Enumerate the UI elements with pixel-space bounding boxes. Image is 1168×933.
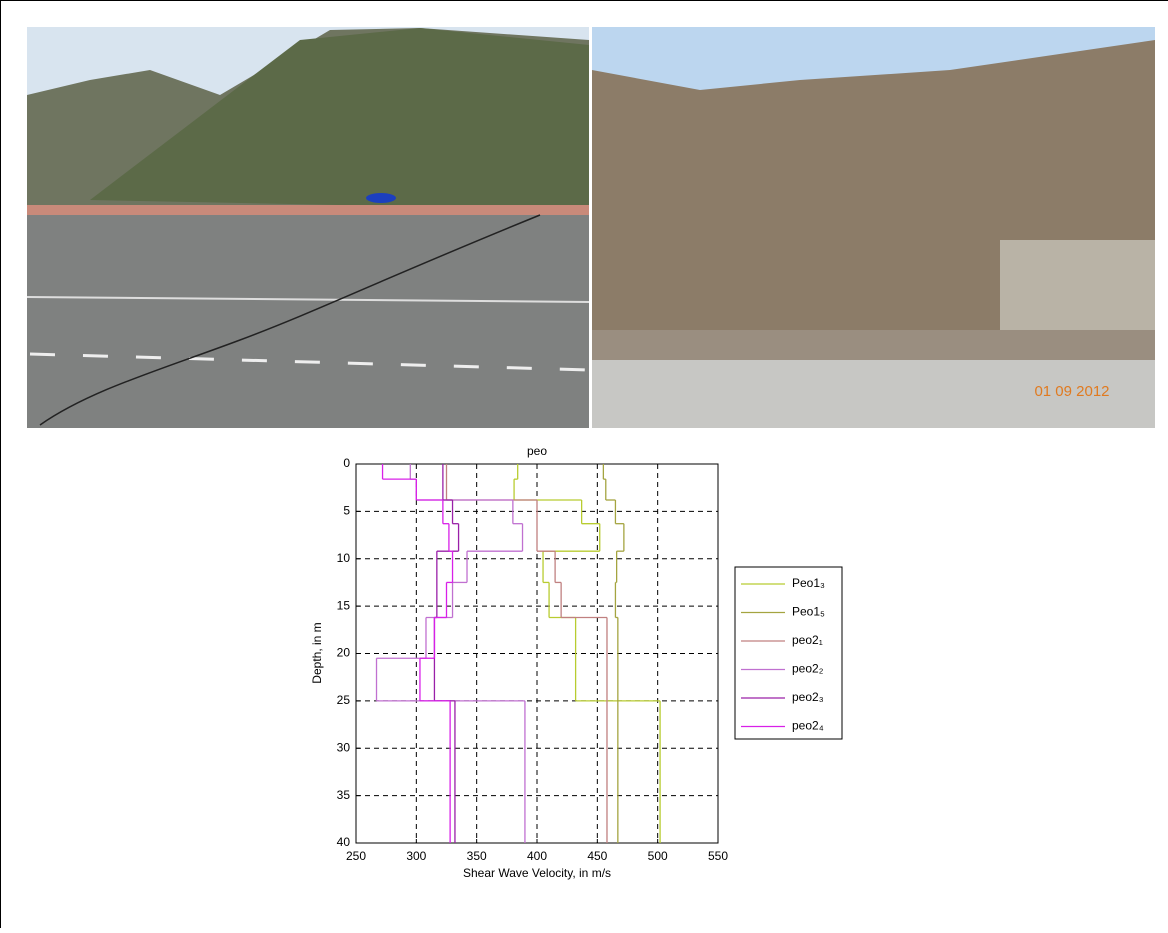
y-tick-label: 30 — [337, 740, 351, 754]
photo-survey — [27, 27, 589, 428]
y-tick-label: 10 — [337, 551, 351, 565]
x-tick-label: 250 — [346, 849, 366, 863]
y-tick-label: 5 — [343, 504, 350, 518]
legend-label: Peo1₅ — [792, 605, 825, 619]
x-tick-label: 550 — [708, 849, 728, 863]
y-tick-label: 25 — [337, 693, 351, 707]
x-tick-label: 300 — [406, 849, 426, 863]
legend-label: peo2₃ — [792, 690, 824, 704]
photo-slope: 01 09 2012 — [592, 27, 1155, 428]
y-axis-label: Depth, in m — [310, 622, 324, 683]
x-axis-label: Shear Wave Velocity, in m/s — [463, 866, 611, 880]
legend-label: peo2₁ — [792, 633, 823, 647]
legend-label: Peo1₃ — [792, 576, 825, 590]
chart-title: peo — [527, 444, 547, 458]
x-tick-label: 350 — [467, 849, 487, 863]
date-stamp: 01 09 2012 — [1034, 383, 1109, 400]
y-tick-label: 20 — [337, 646, 351, 660]
legend — [735, 567, 842, 739]
x-tick-label: 400 — [527, 849, 547, 863]
y-tick-label: 15 — [337, 598, 351, 612]
x-tick-label: 450 — [587, 849, 607, 863]
y-tick-label: 35 — [337, 788, 351, 802]
legend-label: peo2₂ — [792, 662, 824, 676]
x-tick-label: 500 — [648, 849, 668, 863]
y-tick-label: 0 — [343, 456, 350, 470]
y-tick-label: 40 — [337, 835, 351, 849]
legend-label: peo2₄ — [792, 719, 824, 733]
